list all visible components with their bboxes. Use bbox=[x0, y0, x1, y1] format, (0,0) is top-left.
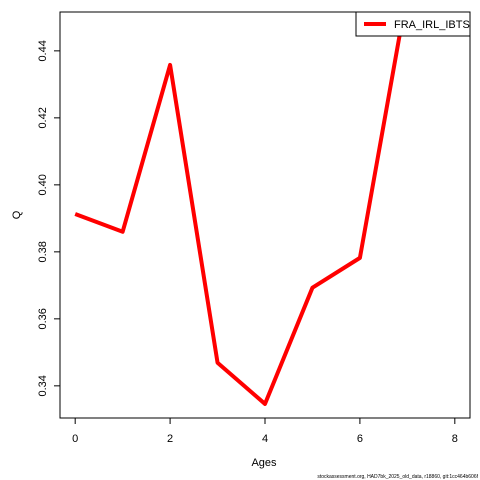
x-tick-label: 8 bbox=[452, 433, 458, 445]
y-tick-label: 0.40 bbox=[37, 174, 49, 195]
legend-label: FRA_IRL_IBTS bbox=[394, 19, 470, 31]
y-tick-label: 0.44 bbox=[37, 40, 49, 61]
x-tick-label: 4 bbox=[262, 433, 268, 445]
y-tick-label: 0.38 bbox=[37, 241, 49, 262]
y-tick-label: 0.42 bbox=[37, 107, 49, 128]
series-line bbox=[74, 12, 406, 406]
y-tick-label: 0.34 bbox=[37, 375, 49, 396]
plot-frame bbox=[59, 11, 471, 419]
x-tick-label: 2 bbox=[167, 433, 173, 445]
y-tick-label: 0.36 bbox=[37, 308, 49, 329]
y-axis-label: Q bbox=[11, 210, 23, 219]
x-tick-label: 6 bbox=[357, 433, 363, 445]
x-tick-label: 0 bbox=[72, 433, 78, 445]
footnote: stockassessment.org, HAD7bk_2025_old_dat… bbox=[317, 474, 478, 480]
x-axis-label: Ages bbox=[251, 457, 277, 469]
